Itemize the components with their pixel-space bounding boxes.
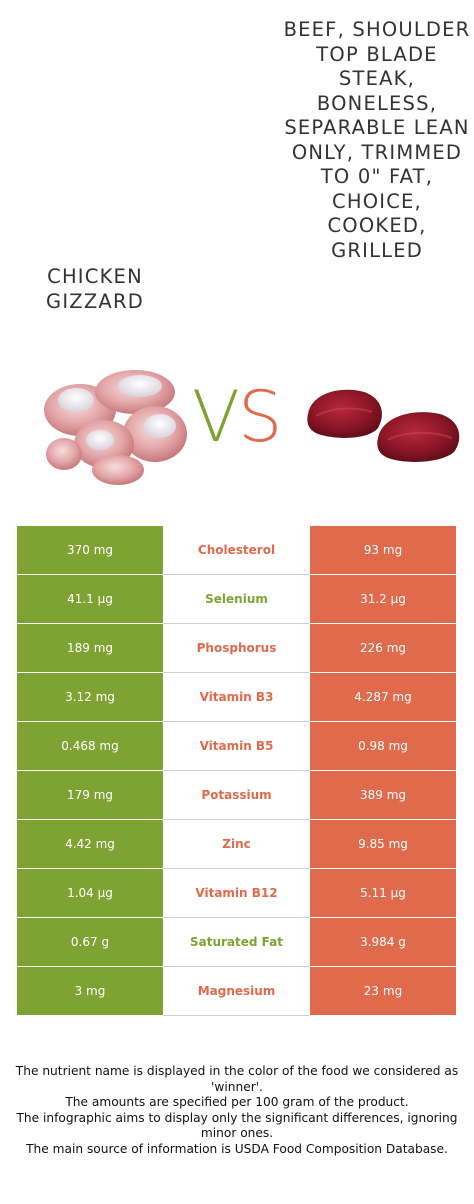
right-food-title: Beef, shoulder top blade steak, boneless… <box>283 18 471 262</box>
right-value: 31.2 µg <box>310 575 456 624</box>
nutrient-name: Vitamin B12 <box>163 869 310 918</box>
left-value: 0.468 mg <box>17 722 163 771</box>
vs-letter-s: S <box>238 376 283 458</box>
nutrient-name: Potassium <box>163 771 310 820</box>
footer-line: The nutrient name is displayed in the co… <box>15 1064 459 1094</box>
footer-line: The infographic aims to display only the… <box>16 1110 458 1141</box>
left-value: 4.42 mg <box>17 820 163 869</box>
footer-line: The main source of information is USDA F… <box>26 1141 448 1156</box>
left-value: 189 mg <box>17 624 163 673</box>
right-value: 4.287 mg <box>310 673 456 722</box>
nutrient-name: Magnesium <box>163 967 310 1016</box>
right-value: 9.85 mg <box>310 820 456 869</box>
left-value: 0.67 g <box>17 918 163 967</box>
nutrient-name: Saturated Fat <box>163 918 310 967</box>
left-value: 3.12 mg <box>17 673 163 722</box>
chicken-gizzard-image <box>44 370 187 485</box>
nutrient-name: Vitamin B5 <box>163 722 310 771</box>
table-row: 3 mg Magnesium 23 mg <box>17 967 456 1016</box>
right-value: 226 mg <box>310 624 456 673</box>
vs-letter-v: V <box>192 376 240 458</box>
left-value: 370 mg <box>17 526 163 575</box>
right-value: 389 mg <box>310 771 456 820</box>
right-value: 23 mg <box>310 967 456 1016</box>
left-food-title: Chicken gizzard <box>46 265 144 313</box>
right-value: 3.984 g <box>310 918 456 967</box>
nutrient-name: Selenium <box>163 575 310 624</box>
table-row: 4.42 mg Zinc 9.85 mg <box>17 820 456 869</box>
footer-line: The amounts are specified per 100 gram o… <box>65 1095 409 1110</box>
right-value: 93 mg <box>310 526 456 575</box>
table-row: 189 mg Phosphorus 226 mg <box>17 624 456 673</box>
footer-notes: The nutrient name is displayed in the co… <box>14 1064 460 1158</box>
table-row: 3.12 mg Vitamin B3 4.287 mg <box>17 673 456 722</box>
left-value: 1.04 µg <box>17 869 163 918</box>
nutrient-name: Zinc <box>163 820 310 869</box>
table-row: 1.04 µg Vitamin B12 5.11 µg <box>17 869 456 918</box>
vs-logo: V S <box>190 376 290 460</box>
table-row: 41.1 µg Selenium 31.2 µg <box>17 575 456 624</box>
table-row: 0.67 g Saturated Fat 3.984 g <box>17 918 456 967</box>
beef-steak-image <box>307 389 460 462</box>
nutrient-name: Cholesterol <box>163 526 310 575</box>
table-row: 370 mg Cholesterol 93 mg <box>17 526 456 575</box>
table-row: 179 mg Potassium 389 mg <box>17 771 456 820</box>
left-value: 3 mg <box>17 967 163 1016</box>
table-row: 0.468 mg Vitamin B5 0.98 mg <box>17 722 456 771</box>
left-value: 41.1 µg <box>17 575 163 624</box>
nutrient-name: Phosphorus <box>163 624 310 673</box>
right-value: 5.11 µg <box>310 869 456 918</box>
right-value: 0.98 mg <box>310 722 456 771</box>
comparison-table: 370 mg Cholesterol 93 mg 41.1 µg Seleniu… <box>17 526 456 1016</box>
left-value: 179 mg <box>17 771 163 820</box>
nutrient-name: Vitamin B3 <box>163 673 310 722</box>
